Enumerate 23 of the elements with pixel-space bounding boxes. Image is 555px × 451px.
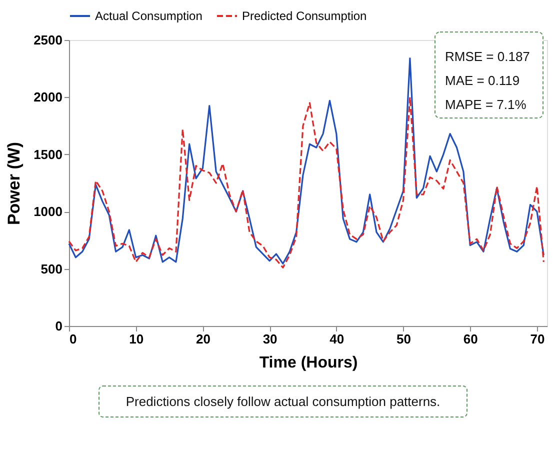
line-series xyxy=(68,96,544,268)
y-axis-title: Power (W) xyxy=(4,142,24,226)
x-tick-label: 20 xyxy=(196,332,210,346)
y-tick-label: 0 xyxy=(55,318,62,334)
x-tick-label: 30 xyxy=(262,332,278,346)
annotation: RMSE = 0.187 xyxy=(445,49,530,64)
y-tick-label: 500 xyxy=(40,261,62,276)
annotation: MAPE = 7.1% xyxy=(445,97,527,112)
y-tick-label: 2500 xyxy=(34,32,62,48)
y-tick-label: 1000 xyxy=(34,204,62,220)
x-tick-label: 50 xyxy=(396,332,411,346)
legend-label: Actual Consumption xyxy=(95,9,202,23)
y-tick-label: 2000 xyxy=(34,90,62,105)
x-axis-title: Time (Hours) xyxy=(259,354,358,372)
x-tick-label: 0 xyxy=(70,332,77,346)
x-tick-label: 10 xyxy=(129,332,144,346)
x-tick-label: 70 xyxy=(530,332,545,346)
x-tick-label: 40 xyxy=(330,332,344,346)
y-tick-label: 1500 xyxy=(34,146,62,162)
x-tick-label: 60 xyxy=(463,332,478,346)
annotation: MAE = 0.119 xyxy=(445,73,520,88)
legend-label: Predicted Consumption xyxy=(242,9,367,23)
text: Predictions closely follow actual consumption patterns. xyxy=(126,394,440,409)
